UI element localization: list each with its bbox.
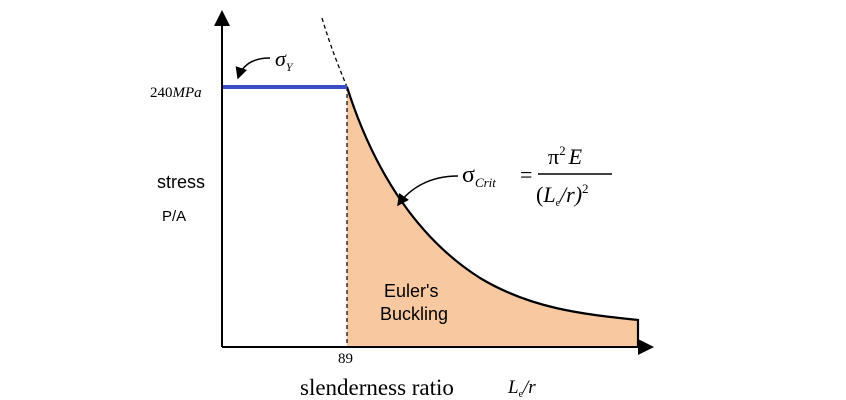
text-part: 240 — [150, 85, 173, 101]
text-part: e — [556, 198, 561, 209]
text-part: /r — [522, 377, 536, 398]
critical-symbol: σCrit — [462, 162, 496, 190]
euler-curve — [345, 86, 640, 346]
text-part: σ — [275, 46, 287, 71]
numerator: π2 E — [548, 143, 583, 169]
yield-arrow — [235, 57, 271, 80]
euler-curve-extension — [321, 17, 348, 88]
equals: = — [520, 162, 532, 187]
x-axis-label: slenderness ratio — [300, 375, 454, 400]
text-part: ( — [536, 182, 543, 207]
denominator: (Le/r)2 — [536, 181, 589, 209]
text-part: Crit — [475, 175, 496, 190]
region-label: Buckling — [380, 304, 448, 324]
text-part: /r) — [558, 182, 582, 207]
text-part: MPa — [172, 85, 202, 101]
text-part: L — [507, 377, 519, 398]
text-part: e — [519, 389, 524, 400]
text-part: Y — [286, 60, 294, 74]
y-axis-sublabel: P/A — [162, 208, 186, 225]
region-label: Euler's — [384, 281, 438, 301]
text-part: π — [548, 144, 559, 169]
x-tick-label: 89 — [338, 351, 353, 367]
text-part: 2 — [559, 143, 566, 158]
critical-arrow — [397, 175, 459, 207]
euler-region — [347, 87, 638, 346]
text-part: E — [568, 144, 583, 169]
y-tick-label: 240MPa — [150, 85, 202, 101]
x-axis-variable: Le/r — [507, 377, 536, 400]
y-axis-label: stress — [157, 172, 205, 192]
yield-symbol: σY — [275, 46, 294, 74]
text-part: 2 — [582, 181, 589, 196]
text-part: σ — [462, 162, 475, 188]
text-part: L — [542, 182, 555, 207]
